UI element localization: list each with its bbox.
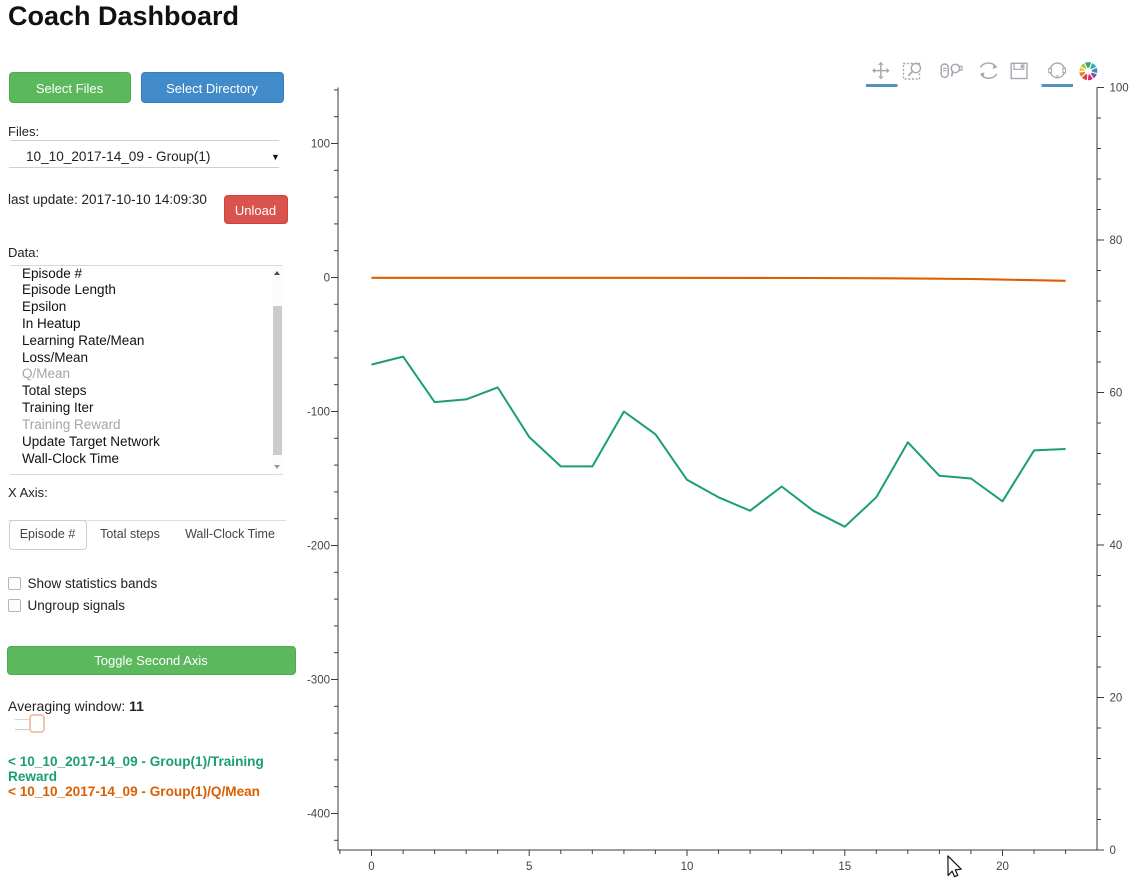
svg-text:100: 100 (1110, 83, 1129, 95)
svg-text:60: 60 (1110, 388, 1123, 400)
svg-text:0: 0 (368, 861, 374, 873)
svg-text:40: 40 (1110, 540, 1123, 552)
svg-text:0: 0 (324, 273, 330, 285)
svg-text:15: 15 (838, 861, 851, 873)
svg-text:80: 80 (1110, 235, 1123, 247)
svg-text:5: 5 (526, 861, 532, 873)
svg-text:10: 10 (681, 861, 694, 873)
svg-text:-100: -100 (307, 407, 330, 419)
svg-text:20: 20 (1110, 693, 1123, 705)
svg-text:20: 20 (996, 861, 1009, 873)
svg-text:0: 0 (1110, 845, 1116, 857)
svg-text:-200: -200 (307, 541, 330, 553)
svg-text:-400: -400 (307, 809, 330, 821)
svg-text:100: 100 (311, 139, 330, 151)
svg-text:-300: -300 (307, 675, 330, 687)
